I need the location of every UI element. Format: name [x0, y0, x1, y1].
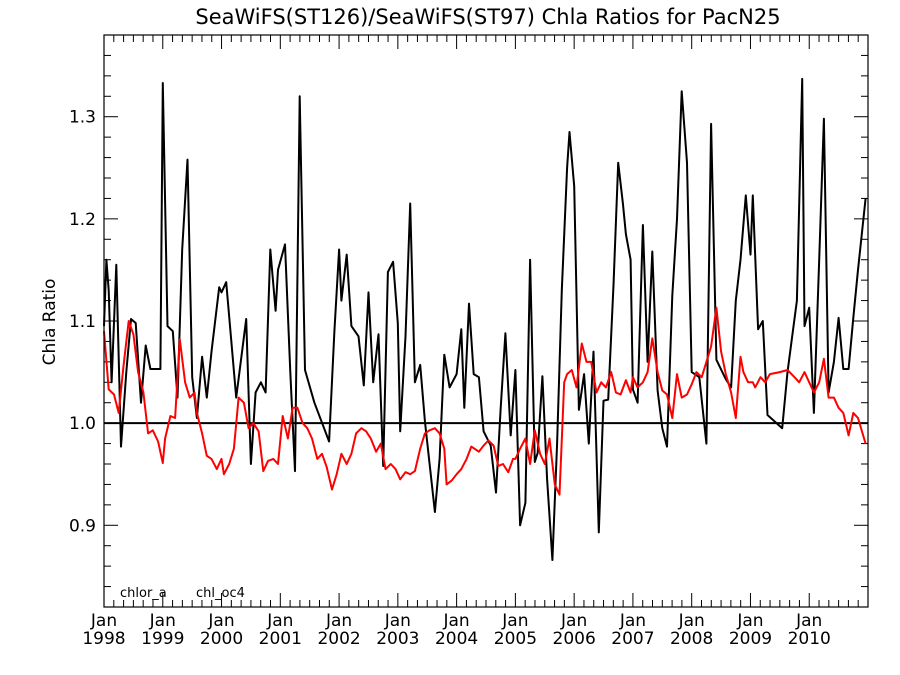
x-tick-year-label: 2000 [200, 629, 243, 649]
x-tick-month-label: Jan [501, 611, 528, 631]
x-tick-month-label: Jan [619, 611, 646, 631]
x-tick-month-label: Jan [207, 611, 234, 631]
x-tick-month-label: Jan [560, 611, 587, 631]
x-tick-year-label: 2004 [435, 629, 478, 649]
series-line-chlor-a [103, 77, 867, 561]
legend-label-chlor-a: chlor_a [120, 586, 167, 601]
y-tick-label: 0.9 [69, 516, 96, 536]
legend: chlor_a chl_oc4 [120, 586, 245, 601]
plot-area: 0.91.01.11.21.3Jan1998Jan1999Jan2000Jan2… [69, 34, 868, 649]
y-tick-label: 1.3 [69, 108, 96, 128]
y-tick-label: 1.1 [69, 312, 96, 332]
x-tick-year-label: 1999 [141, 629, 184, 649]
x-tick-year-label: 2010 [788, 629, 831, 649]
x-tick-year-label: 2008 [670, 629, 713, 649]
x-tick-month-label: Jan [384, 611, 411, 631]
x-tick-year-label: 2002 [317, 629, 360, 649]
y-tick-label: 1.0 [69, 414, 96, 434]
x-tick-month-label: Jan [736, 611, 763, 631]
x-tick-year-label: 2007 [611, 629, 654, 649]
x-tick-year-label: 2003 [376, 629, 419, 649]
x-tick-year-label: 2006 [553, 629, 596, 649]
plot-frame [103, 34, 869, 608]
x-tick-month-label: Jan [90, 611, 117, 631]
x-tick-month-label: Jan [325, 611, 352, 631]
y-axis-label: Chla Ratio [40, 279, 60, 366]
x-tick-month-label: Jan [443, 611, 470, 631]
x-tick-year-label: 1998 [82, 629, 125, 649]
y-tick-label: 1.2 [69, 210, 96, 230]
chart-title: SeaWiFS(ST126)/SeaWiFS(ST97) Chla Ratios… [195, 5, 780, 29]
x-tick-month-label: Jan [149, 611, 176, 631]
x-tick-year-label: 2001 [259, 629, 302, 649]
x-tick-year-label: 2005 [494, 629, 537, 649]
x-tick-month-label: Jan [266, 611, 293, 631]
legend-label-chl-oc4: chl_oc4 [196, 586, 245, 601]
x-tick-year-label: 2009 [729, 629, 772, 649]
x-tick-month-label: Jan [795, 611, 822, 631]
x-tick-month-label: Jan [678, 611, 705, 631]
series-line-chl-oc4 [103, 306, 867, 496]
